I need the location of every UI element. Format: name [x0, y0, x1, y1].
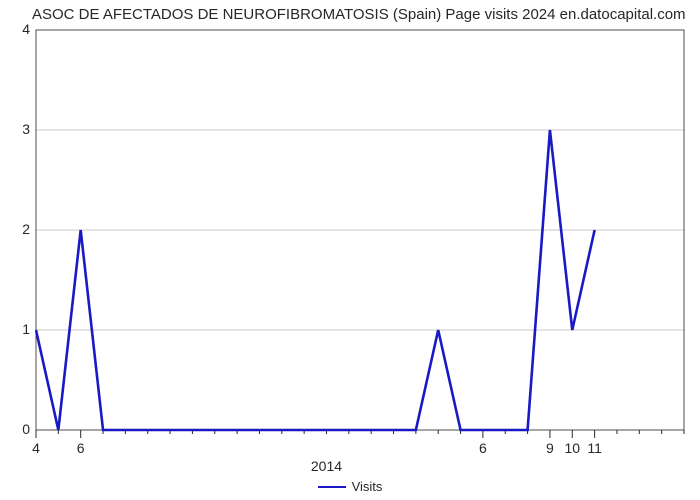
- x-tick-label: 4: [32, 440, 40, 456]
- x-tick-label: 6: [479, 440, 487, 456]
- y-tick-label: 3: [6, 121, 30, 137]
- visits-line-chart: ASOC DE AFECTADOS DE NEUROFIBROMATOSIS (…: [0, 0, 700, 500]
- x-tick-label: 11: [587, 440, 602, 456]
- y-tick-label: 4: [6, 21, 30, 37]
- chart-title: ASOC DE AFECTADOS DE NEUROFIBROMATOSIS (…: [0, 6, 700, 23]
- chart-plot-svg: [35, 29, 685, 449]
- x-axis-year-label: 2014: [311, 458, 342, 474]
- x-tick-label: 9: [546, 440, 554, 456]
- chart-legend: Visits: [0, 478, 700, 494]
- y-tick-label: 1: [6, 321, 30, 337]
- legend-swatch-icon: [318, 486, 346, 488]
- x-tick-label: 6: [77, 440, 85, 456]
- legend-label: Visits: [352, 479, 383, 494]
- y-tick-label: 0: [6, 421, 30, 437]
- y-tick-label: 2: [6, 221, 30, 237]
- x-tick-label: 10: [564, 440, 580, 456]
